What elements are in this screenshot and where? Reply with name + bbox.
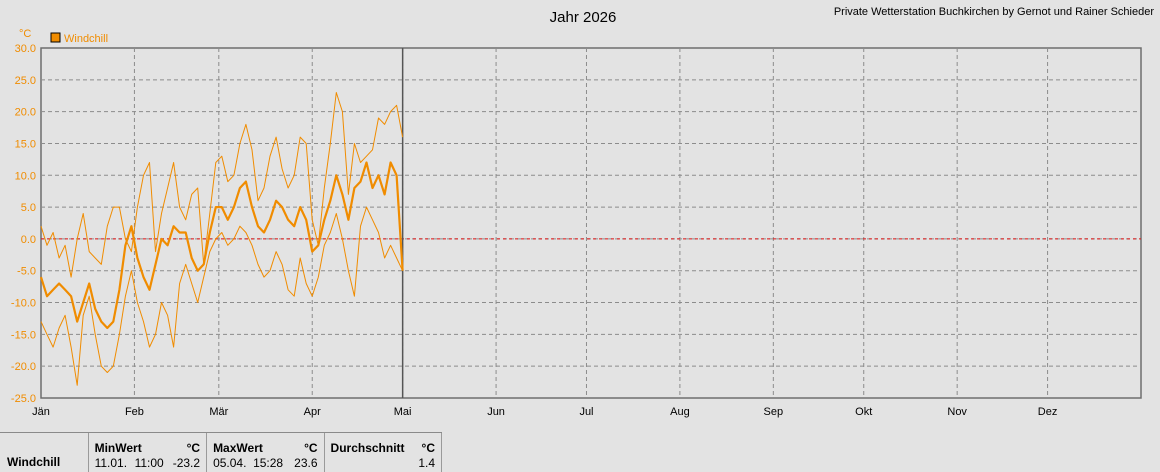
legend-label: Windchill (64, 33, 108, 45)
chart: Jahr 2026 °C Windchill 30.0 25.0 20.0 15.0 1… (11, 9, 1142, 418)
stats-min-cell: MinWert °C 11.01. 11:00 -23.2 (89, 433, 208, 472)
stats-max-header: MaxWert (213, 441, 263, 455)
x-tick-label: Mai (394, 406, 412, 418)
x-tick-label: Aug (670, 406, 690, 418)
x-tick-label: Feb (125, 406, 144, 418)
stats-max-unit: °C (304, 441, 318, 455)
stats-avg-unit: °C (421, 441, 435, 455)
y-tick-label: 10.0 (15, 170, 36, 182)
stats-panel: Windchill MinWert °C 11.01. 11:00 -23.2 … (0, 432, 442, 472)
plot-area (40, 47, 1142, 399)
y-tick-label: 25.0 (15, 75, 36, 87)
y-unit-label: °C (19, 28, 31, 40)
x-tick-label: Jul (579, 406, 593, 418)
x-tick-label: Okt (855, 406, 872, 418)
y-tick-label: -10.0 (11, 298, 36, 310)
y-tick-label: 20.0 (15, 107, 36, 119)
stats-row-label-cell: Windchill (0, 433, 89, 472)
stats-avg-cell: Durchschnitt °C 1.4 (325, 433, 442, 472)
y-tick-label: 5.0 (21, 202, 36, 214)
x-tick-label: Apr (304, 406, 321, 418)
stats-min-time: 11:00 (134, 456, 164, 470)
y-tick-label: 15.0 (15, 138, 36, 150)
stats-max-cell: MaxWert °C 05.04. 15:28 23.6 (207, 433, 325, 472)
y-tick-label: -25.0 (11, 393, 36, 405)
stats-max-date: 05.04. (213, 456, 247, 470)
stats-min-header: MinWert (94, 441, 142, 455)
series-line-daily-mean (39, 161, 404, 330)
stats-max-value: 23.6 (294, 456, 318, 470)
y-tick-label: 0.0 (21, 234, 36, 246)
y-tick-label: -5.0 (17, 266, 36, 278)
stats-min-value: -23.2 (172, 456, 201, 470)
x-tick-label: Sep (764, 406, 784, 418)
stats-min-date: 11.01. (94, 456, 128, 470)
legend-swatch (50, 32, 61, 43)
station-credit: Private Wetterstation Buchkirchen by Ger… (833, 6, 1154, 18)
x-tick-label: Jän (32, 406, 50, 418)
y-tick-label: -15.0 (11, 329, 36, 341)
x-tick-label: Dez (1038, 406, 1058, 418)
series-line-daily-max (40, 92, 404, 278)
x-tick-label: Nov (947, 406, 967, 418)
stats-row-label: Windchill (7, 455, 61, 469)
x-tick-label: Mär (209, 406, 228, 418)
series-line-daily-min (40, 206, 404, 386)
y-tick-label: -20.0 (11, 361, 36, 373)
chart-title: Jahr 2026 (550, 9, 617, 26)
stats-max-time: 15:28 (253, 456, 284, 470)
y-tick-label: 30.0 (15, 43, 36, 55)
stats-min-unit: °C (186, 441, 201, 455)
stats-avg-value: 1.4 (418, 456, 435, 470)
x-tick-label: Jun (487, 406, 505, 418)
stats-avg-header: Durchschnitt (330, 441, 405, 455)
